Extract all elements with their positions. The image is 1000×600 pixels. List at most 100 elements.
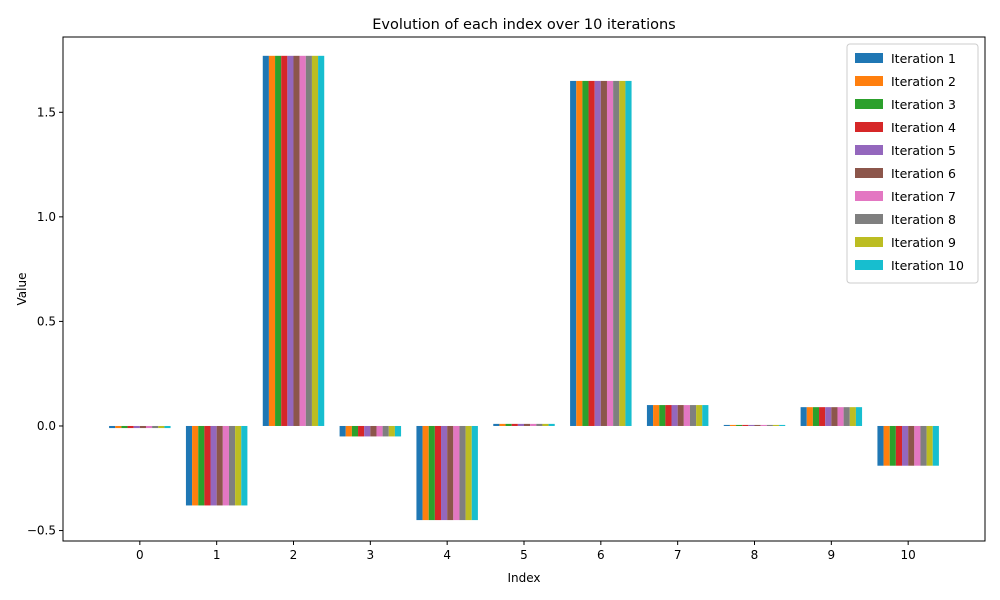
bar-8-series-5 <box>748 424 755 426</box>
bar-1-series-8 <box>228 425 236 506</box>
bar-4-series-9 <box>465 425 472 521</box>
bar-4-series-10 <box>471 425 478 521</box>
bar-3-series-7 <box>376 425 383 437</box>
bar-4-series-4 <box>434 425 442 521</box>
bar-6-series-6 <box>600 80 607 426</box>
bar-2-series-5 <box>287 55 294 426</box>
bar-5-series-1 <box>493 423 500 426</box>
bar-1-series-5 <box>210 425 217 506</box>
legend-label: Iteration 3 <box>891 97 956 112</box>
legend-swatch <box>855 76 883 86</box>
legend-swatch <box>855 214 883 224</box>
bar-9-series-6 <box>831 407 838 426</box>
bar-6-series-9 <box>619 80 626 426</box>
bar-1-series-4 <box>204 425 211 506</box>
bar-4-series-8 <box>459 425 466 521</box>
bar-1-series-1 <box>185 425 193 506</box>
bar-3-series-2 <box>345 425 352 437</box>
plot-frame <box>62 36 986 542</box>
bar-2-series-3 <box>275 55 282 426</box>
legend-swatch <box>855 191 883 201</box>
x-tick-label: 7 <box>674 548 682 562</box>
bar-0-series-4 <box>127 425 134 429</box>
bar-4-series-1 <box>416 425 423 521</box>
bar-8-series-7 <box>760 424 767 426</box>
bar-0-series-6 <box>139 425 146 429</box>
bar-1-series-9 <box>235 425 242 506</box>
bar-6-series-2 <box>576 80 583 426</box>
legend-swatch <box>855 237 883 247</box>
chart-title: Evolution of each index over 10 iteratio… <box>372 17 675 33</box>
bar-1-series-3 <box>198 425 205 506</box>
bar-9-series-2 <box>806 407 813 426</box>
x-tick-label: 8 <box>751 548 759 562</box>
bar-8-series-9 <box>772 424 780 426</box>
bar-6-series-5 <box>594 80 601 426</box>
bar-6-series-8 <box>613 80 620 426</box>
bar-8-series-4 <box>742 424 749 426</box>
bar-10-series-9 <box>926 425 933 466</box>
x-tick-label: 10 <box>901 548 916 562</box>
legend-label: Iteration 4 <box>891 120 956 135</box>
legend-label: Iteration 10 <box>891 258 964 273</box>
bar-7-series-9 <box>696 405 703 426</box>
bar-2-series-9 <box>311 55 319 426</box>
bar-2-series-7 <box>299 55 306 426</box>
legend-swatch <box>855 99 883 109</box>
bar-10-series-6 <box>908 425 915 466</box>
y-tick-label: 0.0 <box>37 419 56 433</box>
bar-9-series-8 <box>843 407 850 426</box>
legend-label: Iteration 9 <box>891 235 956 250</box>
bar-5-series-3 <box>505 423 512 426</box>
x-tick-label: 0 <box>136 548 144 562</box>
bar-4-series-3 <box>428 425 435 521</box>
bar-3-series-6 <box>370 425 377 437</box>
bar-3-series-4 <box>358 425 365 437</box>
bar-8-series-8 <box>766 424 773 426</box>
bar-7-series-6 <box>677 405 684 426</box>
legend-swatch <box>855 122 883 132</box>
legend-swatch <box>855 168 883 178</box>
bar-9-series-1 <box>800 407 807 426</box>
bar-5-series-8 <box>536 423 543 426</box>
bar-10-series-2 <box>883 425 890 466</box>
bar-8-series-10 <box>779 424 786 426</box>
bar-2-series-1 <box>262 55 269 426</box>
bar-5-series-7 <box>530 423 537 426</box>
bar-5-series-6 <box>524 423 531 426</box>
bar-10-series-5 <box>902 425 909 466</box>
y-axis-title: Value <box>15 273 29 306</box>
bars-group <box>109 55 939 521</box>
bar-6-series-10 <box>625 80 632 426</box>
bar-2-series-2 <box>268 55 276 426</box>
bar-10-series-7 <box>914 425 921 466</box>
legend-swatch <box>855 53 883 63</box>
bar-4-series-7 <box>453 425 460 521</box>
bar-4-series-6 <box>447 425 454 521</box>
bar-5-series-9 <box>542 423 549 426</box>
y-axis: −0.5 0.0 0.5 1.0 1.5 <box>27 105 63 538</box>
bar-0-series-3 <box>121 425 128 429</box>
bar-7-series-10 <box>702 405 709 426</box>
bar-0-series-9 <box>158 425 165 429</box>
bar-9-series-3 <box>812 407 820 426</box>
legend-swatch <box>855 145 883 155</box>
bar-0-series-5 <box>133 425 140 429</box>
bar-4-series-5 <box>441 425 448 521</box>
bar-9-series-9 <box>849 407 856 426</box>
bar-2-series-6 <box>293 55 300 426</box>
y-tick-label: 1.5 <box>37 105 56 119</box>
bar-9-series-4 <box>819 407 826 426</box>
bar-0-series-2 <box>115 425 122 429</box>
legend-label: Iteration 5 <box>891 143 956 158</box>
bar-7-series-3 <box>659 405 666 426</box>
bar-10-series-10 <box>932 425 939 466</box>
bar-0-series-7 <box>145 425 153 429</box>
bar-6-series-3 <box>582 80 589 426</box>
x-tick-label: 6 <box>597 548 605 562</box>
bar-1-series-2 <box>192 425 199 506</box>
y-tick-label: 0.5 <box>37 314 56 328</box>
bar-0-series-8 <box>152 425 159 429</box>
bar-8-series-3 <box>736 424 743 426</box>
bar-3-series-5 <box>364 425 371 437</box>
